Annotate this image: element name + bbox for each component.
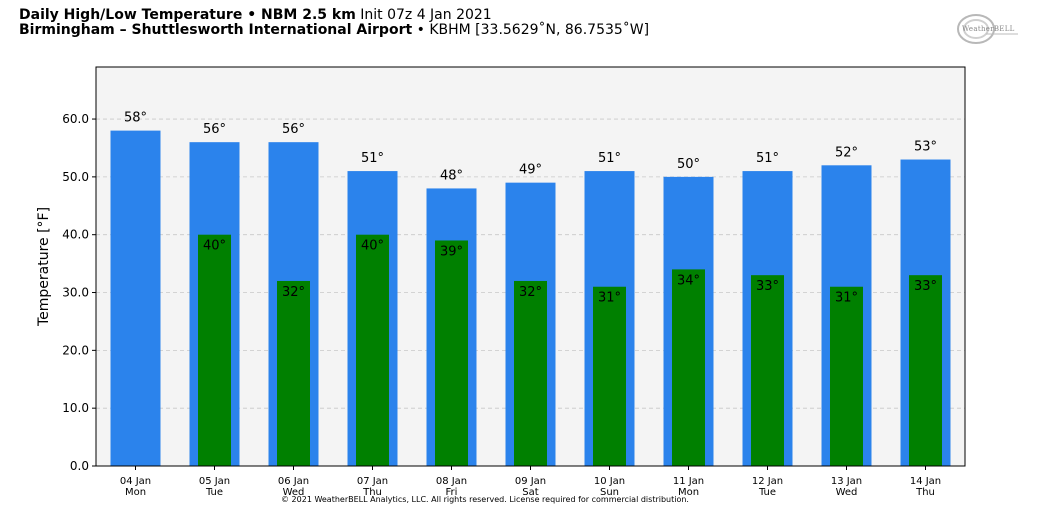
station-name: Birmingham – Shuttlesworth International…: [19, 22, 413, 38]
low-temp-label: 39°: [440, 244, 463, 259]
high-temp-label: 51°: [756, 151, 779, 166]
low-temp-label: 33°: [914, 279, 937, 294]
x-tick-date: 11 Jan: [673, 476, 704, 487]
low-temp-bar: [514, 280, 547, 466]
x-tick-date: 10 Jan: [594, 476, 625, 487]
y-tick-label: 0.0: [70, 459, 89, 473]
low-temp-label: 34°: [677, 273, 700, 288]
high-temp-label: 51°: [598, 151, 621, 166]
low-temp-bar: [672, 269, 705, 466]
x-tick-date: 13 Jan: [831, 476, 862, 487]
y-tick-label: 60.0: [62, 112, 89, 126]
high-temp-label: 56°: [203, 122, 226, 137]
x-tick-day: Mon: [678, 487, 699, 498]
low-temp-bar: [751, 275, 784, 466]
low-temp-label: 32°: [519, 285, 542, 300]
low-temp-bar: [593, 286, 626, 466]
high-temp-label: 56°: [282, 122, 305, 137]
low-temp-label: 31°: [835, 291, 858, 306]
x-tick-day: Wed: [283, 487, 305, 498]
x-tick-day: Tue: [205, 487, 223, 498]
low-temp-bar: [198, 234, 231, 466]
x-tick-day: Sat: [522, 487, 538, 498]
y-tick-label: 30.0: [62, 286, 89, 300]
high-temp-label: 58°: [124, 111, 147, 126]
low-temp-label: 40°: [203, 239, 226, 254]
init-time: Init 07z 4 Jan 2021: [360, 7, 492, 23]
high-temp-bar: [110, 130, 161, 466]
x-tick-day: Thu: [362, 487, 382, 498]
y-tick-label: 20.0: [62, 343, 89, 357]
high-temp-label: 49°: [519, 163, 542, 178]
low-temp-bar: [356, 234, 389, 466]
y-tick-label: 50.0: [62, 170, 89, 184]
low-temp-label: 31°: [598, 291, 621, 306]
station-info: • KBHM [33.5629˚N, 86.7535˚W]: [416, 22, 650, 38]
high-temp-label: 51°: [361, 151, 384, 166]
x-tick-date: 12 Jan: [752, 476, 783, 487]
x-tick-day: Tue: [758, 487, 776, 498]
station-line: Birmingham – Shuttlesworth International…: [19, 23, 649, 38]
low-temp-bar: [830, 286, 863, 466]
low-temp-bar: [435, 240, 468, 466]
x-tick-date: 07 Jan: [357, 476, 388, 487]
copyright-notice: © 2021 WeatherBELL Analytics, LLC. All r…: [281, 495, 689, 504]
chart-header: Daily High/Low Temperature • NBM 2.5 km …: [19, 8, 649, 38]
x-tick-day: Sun: [600, 487, 619, 498]
high-temp-label: 50°: [677, 157, 700, 172]
y-tick-label: 10.0: [62, 401, 89, 415]
y-axis-label: Temperature [°F]: [36, 207, 52, 327]
x-tick-date: 05 Jan: [199, 476, 230, 487]
low-temp-label: 40°: [361, 239, 384, 254]
low-temp-bar: [909, 275, 942, 466]
low-temp-bar: [277, 280, 310, 466]
weatherbell-logo: WeatherBELL: [956, 12, 1020, 46]
high-temp-label: 52°: [835, 145, 858, 160]
high-temp-label: 48°: [440, 168, 463, 183]
x-tick-day: Fri: [446, 487, 458, 498]
x-tick-date: 09 Jan: [515, 476, 546, 487]
y-tick-label: 40.0: [62, 228, 89, 242]
x-tick-date: 06 Jan: [278, 476, 309, 487]
weatherbell-logo-icon: [957, 14, 1018, 44]
low-temp-label: 33°: [756, 279, 779, 294]
high-temp-label: 53°: [914, 140, 937, 155]
x-tick-day: Mon: [125, 487, 146, 498]
title-main: Daily High/Low Temperature • NBM 2.5 km: [19, 7, 356, 23]
x-tick-date: 14 Jan: [910, 476, 941, 487]
x-tick-date: 04 Jan: [120, 476, 151, 487]
chart-title: Daily High/Low Temperature • NBM 2.5 km …: [19, 8, 649, 23]
logo-text: WeatherBELL: [962, 25, 1015, 33]
x-tick-date: 08 Jan: [436, 476, 467, 487]
x-tick-day: Thu: [915, 487, 935, 498]
low-temp-label: 32°: [282, 285, 305, 300]
x-tick-day: Wed: [836, 487, 858, 498]
